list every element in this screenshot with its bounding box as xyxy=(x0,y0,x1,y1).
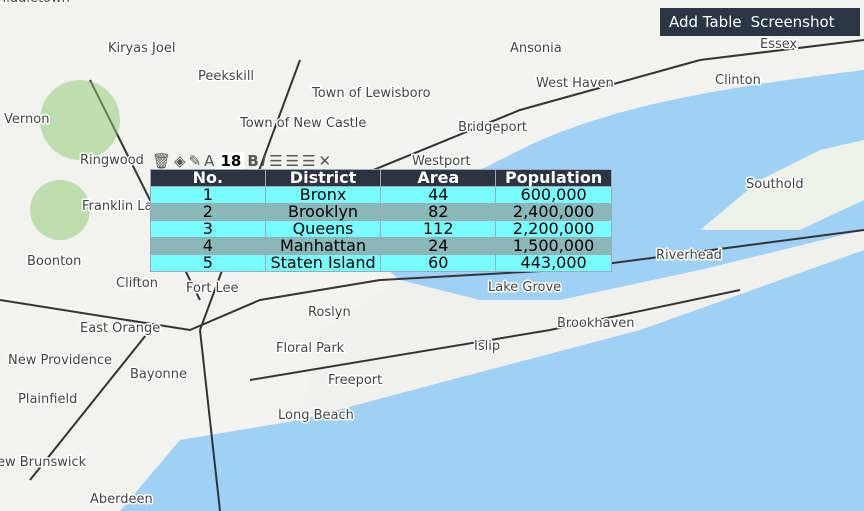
table-cell: 24 xyxy=(380,237,497,255)
table-cell: 2,400,000 xyxy=(495,203,612,221)
place-label: Southold xyxy=(746,177,804,192)
place-label: Ringwood xyxy=(80,153,144,168)
place-label: Ansonia xyxy=(510,41,562,56)
align-left-icon[interactable]: ☰ xyxy=(269,152,283,170)
font-size[interactable]: 18 xyxy=(217,152,245,170)
place-label: Town of Lewisboro xyxy=(311,86,431,101)
table-cell: 82 xyxy=(380,203,497,221)
place-label: Plainfield xyxy=(18,392,77,407)
place-label: Bridgeport xyxy=(458,120,527,135)
add-table-button[interactable]: Add Table xyxy=(669,13,742,31)
table-cell: 112 xyxy=(380,220,497,238)
table-cell: 443,000 xyxy=(495,254,612,272)
header-cell: Population xyxy=(495,169,612,187)
screenshot-button[interactable]: Screenshot xyxy=(750,13,835,31)
table-row: 2 Brooklyn 82 2,400,000 xyxy=(150,203,612,221)
place-label: Freeport xyxy=(328,373,382,388)
table-cell: 2 xyxy=(150,203,266,221)
place-label: Aberdeen xyxy=(90,492,153,507)
place-label: Boonton xyxy=(27,254,81,269)
align-center-icon[interactable]: ☰ xyxy=(285,152,300,170)
place-label: ew Brunswick xyxy=(0,455,87,470)
place-label: Fort Lee xyxy=(186,281,239,296)
pen-icon[interactable]: ✎ xyxy=(188,152,202,170)
toolbar: Add Table Screenshot xyxy=(660,8,860,36)
place-label: Middletown xyxy=(0,0,70,6)
place-label: Franklin Lake xyxy=(82,199,167,214)
long-island xyxy=(300,230,864,420)
table-cell: 4 xyxy=(150,237,266,255)
place-label: Clinton xyxy=(715,73,761,88)
table-editor-toolbar: 🗑 ◈ ✎ A 18 B I ☰ ☰ ☰ ✕ xyxy=(152,152,331,170)
table-row: 1 Bronx 44 600,000 xyxy=(150,186,612,204)
place-label: Clifton xyxy=(116,276,158,291)
north-fork xyxy=(700,140,864,230)
table-row: 4 Manhattan 24 1,500,000 xyxy=(150,237,612,255)
table-cell: 60 xyxy=(380,254,497,272)
place-label: Long Beach xyxy=(278,408,354,423)
table-cell: Bronx xyxy=(264,186,382,204)
table-cell: 3 xyxy=(150,220,266,238)
place-label: Kiryas Joel xyxy=(108,41,175,56)
place-label: Lake Grove xyxy=(488,280,561,295)
table-cell: 5 xyxy=(150,254,266,272)
place-label: Peekskill xyxy=(198,69,254,84)
place-label: Town of New Castle xyxy=(239,116,366,131)
table-cell: 1 xyxy=(150,186,266,204)
fill-icon[interactable]: ◈ xyxy=(174,152,186,170)
table-cell: Brooklyn xyxy=(264,203,382,221)
data-table: No. District Area Population 1 Bronx 44 600,000… xyxy=(150,169,612,272)
table-cell: Manhattan xyxy=(264,237,382,255)
place-label: New Providence xyxy=(8,353,112,368)
water xyxy=(120,70,864,511)
place-label: Riverhead xyxy=(656,248,722,263)
table-cell: 1,500,000 xyxy=(495,237,612,255)
table-cell: Queens xyxy=(264,220,382,238)
place-label: Roslyn xyxy=(308,305,351,320)
close-icon[interactable]: ✕ xyxy=(318,152,332,170)
place-label: Westport xyxy=(412,154,471,169)
place-label: Brookhaven xyxy=(557,316,635,331)
place-label: Vernon xyxy=(4,112,49,127)
place-label: Floral Park xyxy=(276,341,345,356)
table-cell: Staten Island xyxy=(264,254,382,272)
table-cell: 44 xyxy=(380,186,497,204)
table-cell: 600,000 xyxy=(495,186,612,204)
align-right-icon[interactable]: ☰ xyxy=(302,152,316,170)
place-label: Islip xyxy=(474,339,500,354)
place-label: Bayonne xyxy=(130,367,187,382)
header-cell: Area xyxy=(380,169,497,187)
italic-icon[interactable]: I xyxy=(261,152,267,170)
place-label: East Orange xyxy=(80,321,160,336)
delete-icon[interactable]: 🗑 xyxy=(152,152,172,170)
place-label: Essex xyxy=(760,37,798,52)
bold-icon[interactable]: B xyxy=(247,152,259,170)
table-row: 3 Queens 112 2,200,000 xyxy=(150,220,612,238)
font-icon[interactable]: A xyxy=(204,152,215,170)
header-cell: District xyxy=(264,169,382,187)
table-cell: 2,200,000 xyxy=(495,220,612,238)
header-cell: No. xyxy=(150,169,266,187)
place-label: West Haven xyxy=(536,76,614,91)
table-row: 5 Staten Island 60 443,000 xyxy=(150,254,612,272)
